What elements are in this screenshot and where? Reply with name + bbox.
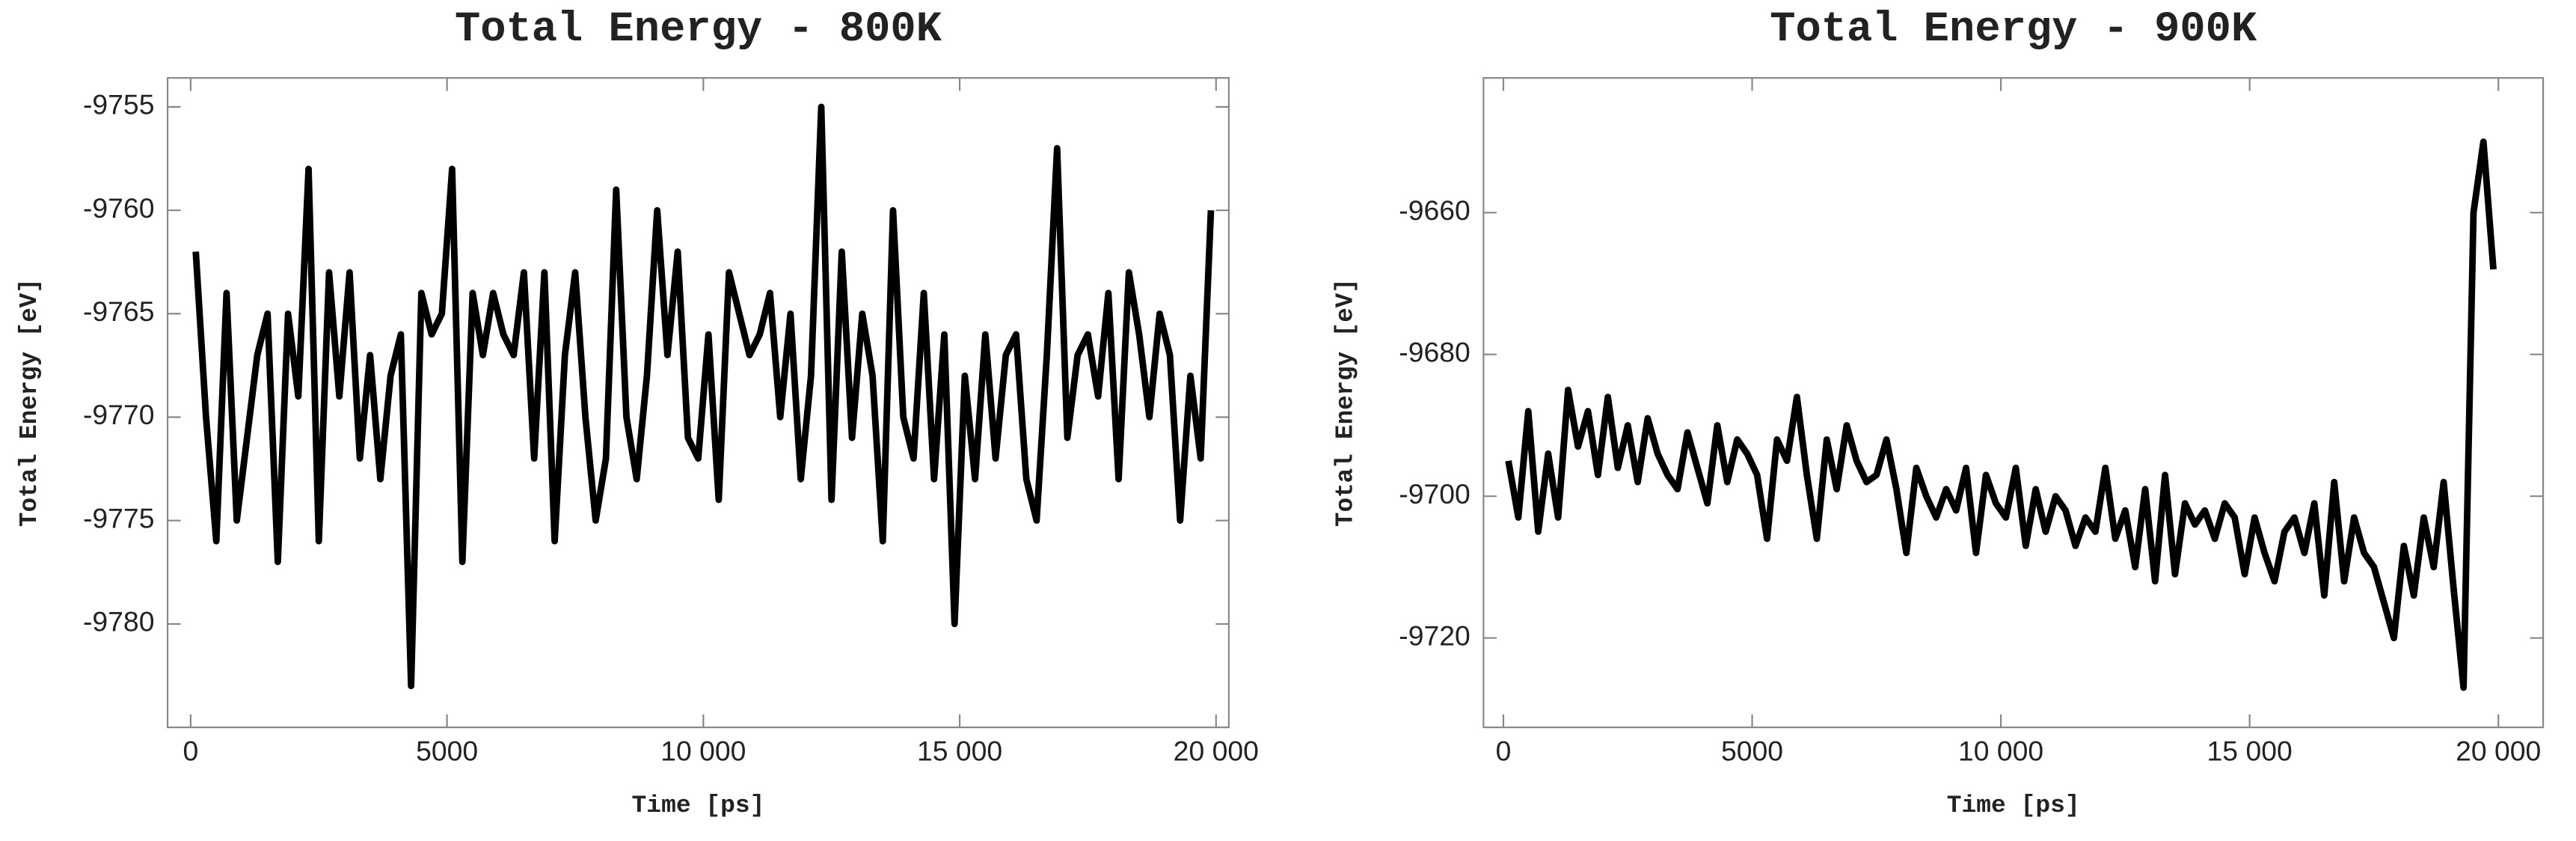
x-tick-label: 20 000 [1174,736,1259,767]
y-tick-label: -9720 [1399,620,1470,652]
y-tick-label: -9780 [83,606,154,637]
y-axis-label: Total Energy [eV] [1331,278,1359,527]
x-tick-label: 0 [1496,736,1512,767]
x-tick-label: 10 000 [660,736,746,767]
y-tick-label: -9680 [1399,337,1470,368]
y-tick-label: -9775 [83,503,154,534]
x-tick-label: 5000 [416,736,478,767]
x-tick-label: 0 [183,736,198,767]
data-line [1505,138,2497,691]
plot-frame [166,77,1230,729]
y-tick-label: -9660 [1399,195,1470,226]
data-line [192,103,1215,690]
chart-title: Total Energy - 900K [1770,6,2257,54]
x-axis-label: Time [ps] [1947,792,2080,819]
plot-frame [1482,77,2545,729]
x-tick-label: 20 000 [2456,736,2541,767]
y-tick-label: -9700 [1399,478,1470,510]
x-tick-label: 15 000 [917,736,1002,767]
x-tick-label: 15 000 [2207,736,2293,767]
y-tick-label: -9770 [83,399,154,430]
x-tick-label: 10 000 [1958,736,2043,767]
x-tick-label: 5000 [1721,736,1783,767]
y-tick-label: -9755 [83,89,154,120]
chart-title: Total Energy - 800K [455,6,942,54]
y-tick-label: -9760 [83,192,154,224]
x-axis-label: Time [ps] [632,792,765,819]
y-tick-label: -9765 [83,296,154,327]
y-axis-label: Total Energy [eV] [16,278,43,527]
